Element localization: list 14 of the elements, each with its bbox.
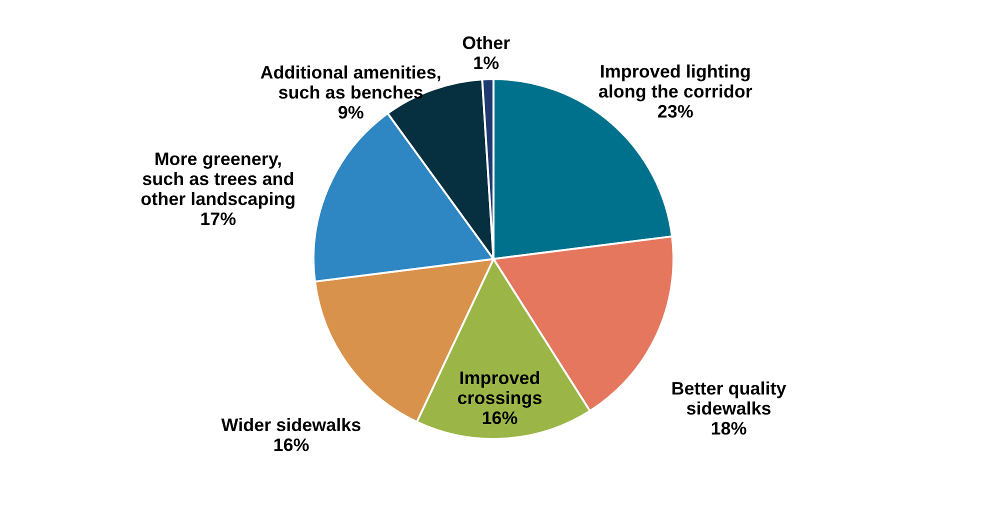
slice-label: Wider sidewalks <box>221 414 362 435</box>
data-label: 18% <box>710 418 747 439</box>
slice-label: Improved lighting along the corridor <box>598 62 752 102</box>
data-label: 23% <box>657 102 694 122</box>
data-label: 17% <box>200 208 236 229</box>
data-label: 16% <box>273 434 310 455</box>
slice-label: More greenery, such as trees and other landscaping <box>140 148 296 209</box>
slice-label: Better quality sidewalks <box>671 378 786 419</box>
slice-label: Additional amenities, such as benches <box>260 62 442 103</box>
slice-label: Other <box>462 33 510 54</box>
data-label: 9% <box>338 102 364 123</box>
data-label: 1% <box>473 53 500 74</box>
data-label: 16% <box>482 408 518 428</box>
slice-label: Improved crossings <box>457 368 542 408</box>
